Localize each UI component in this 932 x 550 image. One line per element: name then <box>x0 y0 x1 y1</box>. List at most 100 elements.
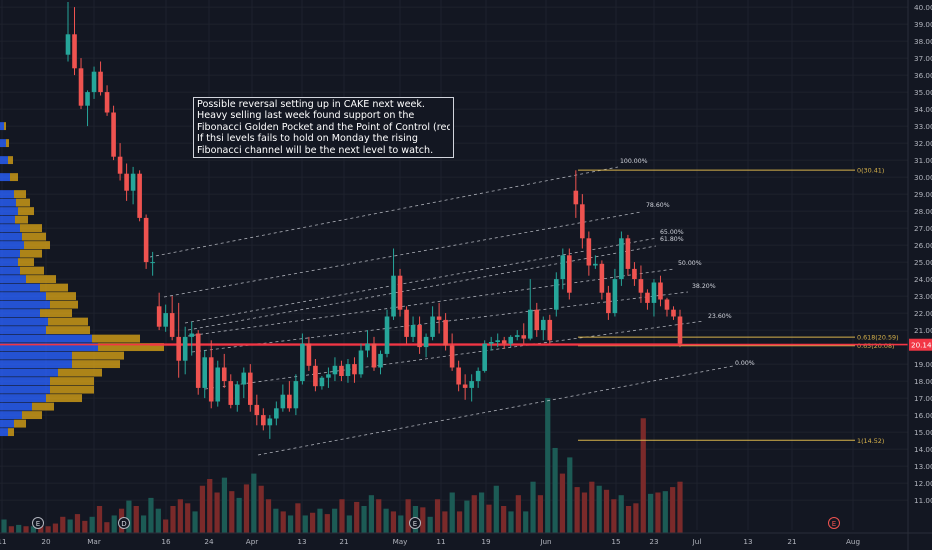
price-tick-label: 30.00 <box>914 173 932 182</box>
fib-channel-label: 78.60% <box>646 202 670 209</box>
vp-bar-blue <box>0 215 15 224</box>
candle-body <box>98 71 103 93</box>
volume-bar <box>662 491 668 533</box>
fib-level-label: 0.65(20.08) <box>857 342 895 350</box>
volume-bar <box>515 495 521 533</box>
candle-body <box>287 394 292 409</box>
candle-body <box>677 316 683 344</box>
vp-bar-gold <box>10 173 18 182</box>
time-tick-label: Jun <box>539 537 551 546</box>
candle-body <box>371 343 377 368</box>
volume-bar <box>530 481 536 533</box>
vp-bar-gold <box>15 215 28 224</box>
candle-body <box>456 367 461 385</box>
volume-bar <box>574 487 580 533</box>
volume-bar <box>317 508 323 533</box>
vp-bar-blue <box>0 419 14 428</box>
volume-bar <box>434 499 441 533</box>
candle-body <box>586 238 592 266</box>
price-tick-label: 11.00 <box>914 496 932 505</box>
vp-bar-gold <box>14 419 26 428</box>
vp-bar-blue <box>0 317 48 326</box>
vp-bar-gold <box>6 139 9 148</box>
vp-bar-gold <box>32 402 54 411</box>
time-tick-label: 21 <box>787 537 796 546</box>
volume-bar <box>390 511 397 533</box>
candle-body <box>619 238 624 280</box>
vp-bar-gold <box>22 232 46 241</box>
candle-body <box>293 381 299 409</box>
vp-bar-blue <box>0 190 14 199</box>
candle-body <box>417 325 422 348</box>
candle-body <box>254 404 260 416</box>
vp-bar-blue <box>0 343 98 352</box>
fib-channel[interactable]: 100.00% 78.60% 65.00%61.80% 50.00% 38.20% 23.… <box>149 158 755 456</box>
time-tick-label: 16 <box>161 537 171 546</box>
candle-body <box>130 173 136 191</box>
annotation-box[interactable]: Possible reversal setting up in CAKE nex… <box>193 97 454 159</box>
volume-bar <box>427 516 433 533</box>
time-tick-label: 20 <box>41 537 51 546</box>
vp-bar-gold <box>50 300 78 309</box>
volume-bar <box>258 485 264 533</box>
volume-bar <box>170 506 176 533</box>
volume-bar <box>30 526 36 533</box>
vp-bar-blue <box>0 428 8 437</box>
candle-body <box>300 343 305 382</box>
volume-bar <box>611 499 617 533</box>
fib-channel-label: 65.00% <box>660 229 684 236</box>
candle-body <box>508 336 514 344</box>
fib-level-label: 0(30.41) <box>857 167 884 175</box>
candle-body <box>78 68 84 106</box>
time-tick-label: May <box>393 537 409 546</box>
volume-bar <box>126 500 132 533</box>
vp-bar-gold <box>16 198 30 207</box>
volume-bar <box>559 473 566 533</box>
volume-bar <box>670 487 676 533</box>
poc-line[interactable] <box>0 343 908 347</box>
volume-bar <box>295 503 301 533</box>
fib-channel-line <box>257 365 734 456</box>
annotation-line: Heavy selling last week found support on… <box>197 110 415 122</box>
candle-body <box>280 394 286 409</box>
volume-bar <box>464 500 470 533</box>
price-axis[interactable]: 40.00 39.00 38.00 37.00 36.00 35.00 34.00 33.00… <box>907 0 932 550</box>
time-tick-label: 21 <box>339 537 348 546</box>
time-axis[interactable]: 11 20 Mar 16 24 Apr 13 21 May 11 19 Jun 15 23 Jul 13 21 A… <box>0 532 932 546</box>
vp-bar-blue <box>0 394 46 403</box>
fib-channel-label: 0.00% <box>735 360 755 367</box>
price-tick-label: 29.00 <box>914 190 932 199</box>
candle-body <box>436 316 442 320</box>
vp-bar-gold <box>98 343 164 352</box>
volume-bar <box>155 508 161 533</box>
volume-bar <box>420 507 426 533</box>
vp-bar-gold <box>8 156 13 165</box>
volume-bar <box>471 495 477 533</box>
candle-body <box>645 292 650 303</box>
vp-bar-blue <box>0 249 20 258</box>
vp-bar-gold <box>20 266 44 275</box>
fib-channel-line <box>149 166 619 258</box>
candle-body <box>671 309 676 317</box>
volume-bar <box>618 495 624 533</box>
volume-bar <box>192 511 198 533</box>
event-marker-circle <box>409 517 421 529</box>
candle-body <box>202 357 208 388</box>
candle-body <box>150 262 155 264</box>
volume-bar <box>8 526 14 533</box>
volume-bar <box>603 489 610 533</box>
volume-bar <box>273 508 279 533</box>
vp-bar-gold <box>20 249 42 258</box>
fib-level-label: 0.618(20.59) <box>857 334 899 342</box>
candle-body <box>332 365 338 375</box>
vp-bar-blue <box>0 360 72 369</box>
volume-bar <box>265 499 272 533</box>
vp-bar-blue <box>0 139 6 148</box>
price-tick-label: 14.00 <box>914 445 932 454</box>
volume-bar <box>648 493 654 533</box>
time-tick-label: 23 <box>649 537 658 546</box>
candle-body <box>228 381 234 405</box>
candle-body <box>195 333 201 388</box>
candle-body <box>65 34 71 55</box>
